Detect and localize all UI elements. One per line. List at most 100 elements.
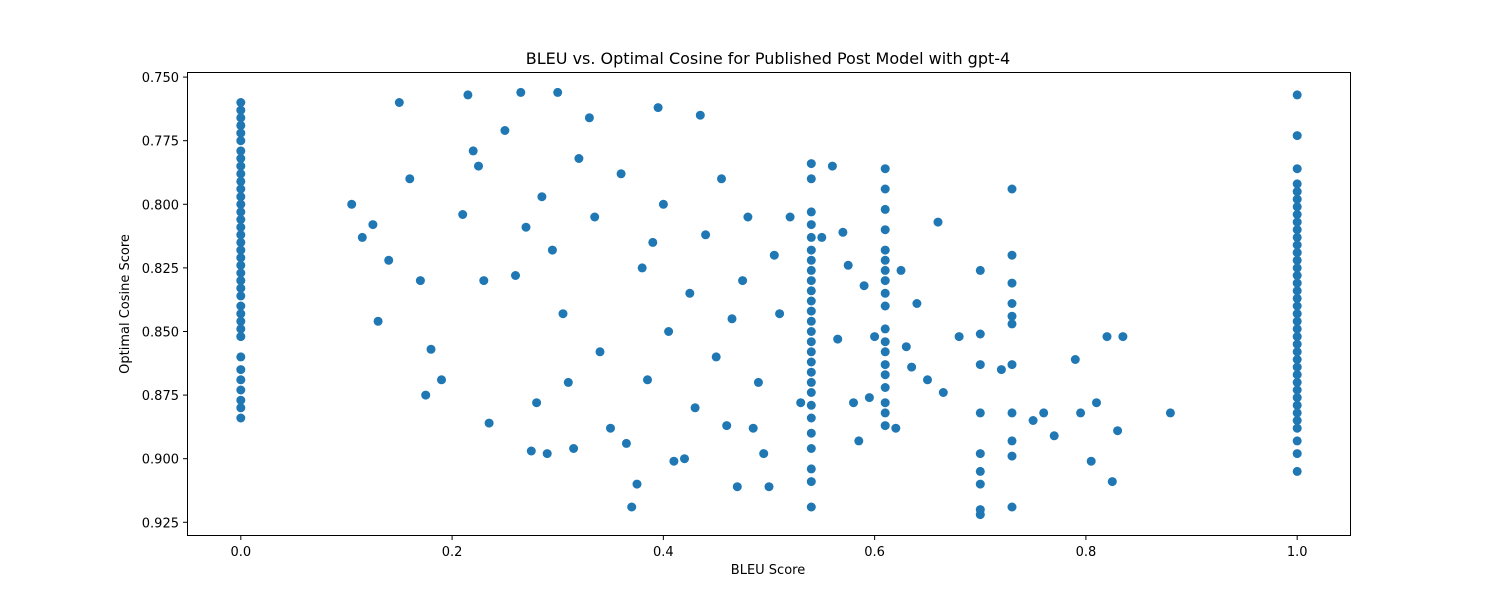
scatter-point bbox=[1292, 332, 1302, 342]
y-tick-label: 0.800 bbox=[142, 198, 179, 213]
x-tick-label: 0.6 bbox=[864, 545, 885, 560]
scatter-point bbox=[806, 477, 816, 487]
scatter-point bbox=[1292, 232, 1302, 242]
scatter-point bbox=[627, 502, 637, 512]
scatter-point bbox=[474, 161, 483, 171]
scatter-point bbox=[236, 146, 246, 156]
scatter-point bbox=[806, 413, 816, 423]
scatter-point bbox=[880, 324, 890, 334]
scatter-point bbox=[236, 332, 246, 342]
scatter-point bbox=[511, 271, 520, 280]
scatter-point bbox=[738, 276, 748, 286]
scatter-point bbox=[1292, 449, 1302, 459]
scatter-point bbox=[542, 449, 552, 459]
scatter-point bbox=[806, 306, 816, 316]
scatter-point bbox=[1292, 339, 1302, 349]
scatter-point bbox=[1292, 423, 1302, 433]
scatter-point bbox=[1107, 477, 1117, 487]
scatter-point bbox=[236, 230, 246, 240]
scatter-point bbox=[806, 207, 816, 217]
scatter-point bbox=[236, 113, 246, 123]
scatter-point bbox=[1292, 194, 1302, 204]
scatter-point bbox=[1292, 347, 1302, 357]
scatter-point bbox=[236, 120, 246, 130]
scatter-point bbox=[236, 385, 246, 395]
scatter-point bbox=[1292, 271, 1302, 280]
x-tick-label: 0.2 bbox=[442, 545, 463, 560]
scatter-point bbox=[1292, 90, 1302, 100]
scatter-point bbox=[1292, 355, 1302, 364]
scatter-point bbox=[1292, 466, 1302, 476]
scatter-point bbox=[1292, 255, 1302, 265]
scatter-point bbox=[384, 255, 394, 265]
scatter-point bbox=[1007, 299, 1017, 308]
scatter-point bbox=[1165, 408, 1175, 418]
scatter-point bbox=[236, 375, 246, 385]
scatter-point bbox=[996, 365, 1006, 375]
scatter-point bbox=[653, 103, 663, 113]
scatter-point bbox=[880, 347, 890, 357]
scatter-point bbox=[806, 347, 816, 357]
scatter-point bbox=[236, 352, 246, 362]
x-tick-label: 1.0 bbox=[1287, 545, 1308, 560]
scatter-point bbox=[1292, 324, 1302, 334]
scatter-point bbox=[975, 466, 985, 476]
scatter-point bbox=[590, 212, 600, 222]
scatter-point bbox=[236, 260, 246, 270]
scatter-point bbox=[806, 327, 816, 336]
scatter-point bbox=[1292, 436, 1302, 446]
scatter-point bbox=[484, 418, 494, 428]
scatter-point bbox=[236, 169, 246, 179]
scatter-point bbox=[632, 479, 642, 489]
scatter-point bbox=[1007, 184, 1017, 194]
scatter-point bbox=[827, 161, 837, 171]
scatter-point bbox=[1292, 240, 1302, 250]
scatter-point bbox=[891, 423, 901, 433]
scatter-point bbox=[1070, 355, 1080, 364]
scatter-point bbox=[368, 220, 378, 230]
scatter-point bbox=[537, 192, 547, 202]
scatter-point bbox=[1292, 225, 1302, 235]
scatter-point bbox=[880, 265, 890, 275]
scatter-point bbox=[732, 482, 742, 492]
scatter-point bbox=[236, 237, 246, 247]
scatter-point bbox=[1292, 248, 1302, 258]
scatter-point bbox=[1292, 164, 1302, 174]
scatter-point bbox=[764, 482, 774, 492]
scatter-point bbox=[643, 375, 652, 385]
scatter-point bbox=[806, 357, 816, 367]
scatter-point bbox=[658, 199, 668, 209]
scatter-point bbox=[1292, 408, 1302, 418]
scatter-point bbox=[880, 184, 890, 194]
scatter-point bbox=[753, 377, 763, 387]
scatter-point bbox=[1292, 286, 1302, 296]
scatter-point bbox=[975, 408, 985, 418]
scatter-point bbox=[606, 423, 615, 433]
scatter-point bbox=[236, 291, 246, 301]
scatter-point bbox=[405, 174, 415, 184]
scatter-point bbox=[849, 398, 858, 408]
scatter-point bbox=[558, 309, 568, 319]
scatter-point bbox=[806, 337, 816, 347]
scatter-point bbox=[236, 207, 246, 217]
scatter-point bbox=[1028, 416, 1038, 425]
scatter-point bbox=[595, 347, 605, 357]
scatter-point bbox=[1007, 250, 1017, 260]
scatter-point bbox=[880, 276, 890, 286]
scatter-point bbox=[1292, 400, 1302, 410]
scatter-point bbox=[907, 362, 917, 372]
scatter-point bbox=[806, 255, 816, 265]
scatter-point bbox=[806, 428, 816, 438]
scatter-point bbox=[880, 164, 890, 174]
scatter-point bbox=[415, 276, 425, 286]
scatter-point bbox=[880, 337, 890, 347]
scatter-point bbox=[236, 199, 246, 209]
scatter-point bbox=[236, 98, 246, 107]
scatter-point bbox=[437, 375, 446, 385]
scatter-point bbox=[669, 456, 679, 466]
scatter-point bbox=[896, 265, 906, 275]
scatter-point bbox=[1092, 398, 1101, 408]
y-tick-label: 0.875 bbox=[142, 389, 179, 404]
scatter-point bbox=[806, 286, 816, 296]
